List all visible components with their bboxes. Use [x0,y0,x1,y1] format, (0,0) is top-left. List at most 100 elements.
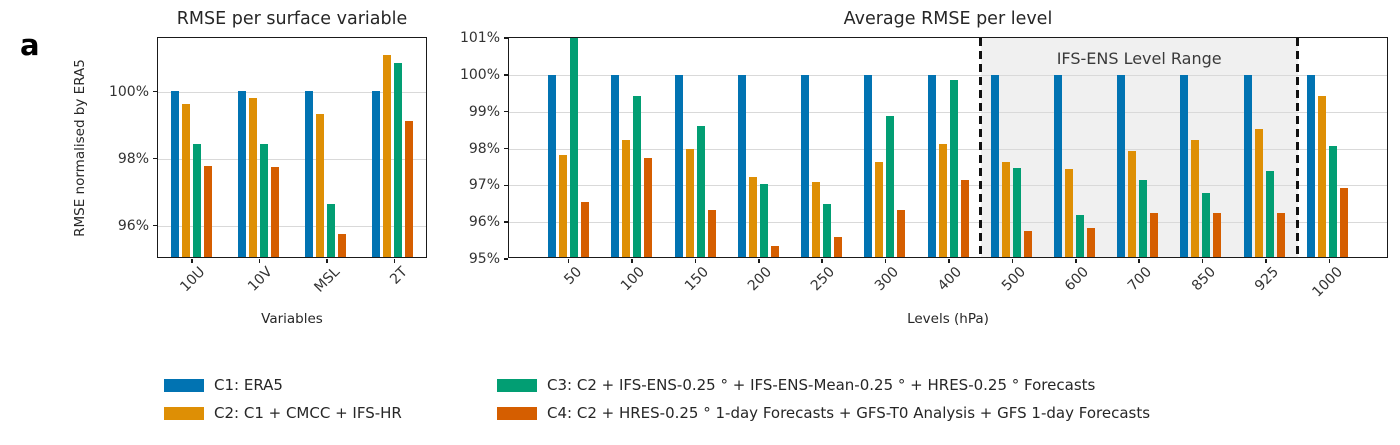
y-tick-label: 100% [459,66,500,83]
y-axis-tick [152,224,157,227]
x-axis-tick [1011,258,1014,263]
bar-c4-100 [644,158,653,257]
x-tick-label-text: 10U [176,264,209,296]
bar-c1-250 [801,74,810,257]
x-tick-label-text: 1000 [1309,264,1346,301]
x-axis-tick [1075,258,1077,263]
bar-c3-100 [633,96,642,257]
bar-group-600 [1043,38,1106,257]
gridline [509,111,1387,113]
y-axis-tick [503,258,508,260]
bar-group-MSL [292,38,359,257]
y-tick-label: 99% [468,103,500,120]
legend-swatch-c4 [497,406,537,420]
bar-c3-2T [394,62,402,257]
y-tick-label: 101% [459,30,500,46]
bar-group-850 [1169,38,1232,257]
gridline [509,74,1387,76]
bar-group-200 [727,38,790,257]
panel-label-a: a [20,28,40,62]
bar-c3-500 [1012,167,1021,257]
bar-c3-10V [260,144,268,257]
y-tick-label: 100% [108,83,149,100]
bar-c4-300 [897,209,906,257]
bar-c2-300 [875,162,884,257]
bar-c3-700 [1139,180,1148,257]
x-axis-tick [258,258,260,263]
legend-label: C4: C2 + HRES-0.25 ° 1-day Forecasts + G… [547,404,1151,422]
bar-c1-2T [372,91,380,257]
bar-c1-400 [927,74,936,257]
bar-group-50 [537,38,600,257]
legend-label: C2: C1 + CMCC + IFS-HR [214,404,402,422]
bar-c2-100 [622,140,631,257]
bar-c3-850 [1202,193,1211,257]
legend-swatch-c3 [497,378,537,392]
x-tick-label-text: MSL [311,264,344,296]
y-tick-label: 98% [117,150,149,167]
x-tick-label-text: 700 [1125,264,1156,295]
y-tick-label: 96% [117,217,149,234]
bar-c3-1000 [1328,145,1337,257]
gridline [158,225,426,227]
x-axis-tick [326,258,328,263]
bar-group-2T [359,38,426,257]
x-axis-tick [758,258,760,263]
legend-swatch-c1 [164,378,204,392]
x-axis-tick [1328,258,1331,263]
bar-c4-600 [1086,227,1095,257]
bar-c2-700 [1128,151,1137,257]
x-tick-label-text: 200 [744,264,776,295]
bar-c4-200 [770,246,779,257]
bar-group-10V [225,38,292,257]
bar-group-500 [980,38,1043,257]
bar-c3-400 [949,79,958,257]
bar-c4-150 [707,209,716,257]
gridline [158,91,426,93]
bar-c3-250 [823,204,832,257]
bar-c4-250 [834,236,843,257]
y-axis-tick [503,184,508,187]
y-axis-tick [503,110,508,113]
legend-item-c4: C4: C2 + HRES-0.25 ° 1-day Forecasts + G… [497,404,1150,422]
bar-group-1000 [1296,38,1359,257]
bar-c2-10V [249,97,257,257]
gridline [509,185,1387,187]
y-axis-tick [503,37,508,39]
bar-c2-850 [1191,140,1200,257]
gridline [509,148,1387,150]
gridline [509,222,1387,224]
bar-c3-50 [570,38,579,257]
bar-c2-500 [1001,162,1010,257]
bar-c2-MSL [316,114,324,257]
bar-c4-50 [581,202,590,257]
y-tick-label: 96% [468,214,500,231]
bar-group-700 [1106,38,1169,257]
level-chart: IFS-ENS Level Range 95% 96% 97% 98% 99% 100% 10… [460,30,1388,301]
legend-item-c3: C3: C2 + IFS-ENS-0.25 ° + IFS-ENS-Mean-0… [497,376,1095,394]
bar-c3-200 [759,184,768,257]
surface-variable-chart: 96% 98% 100% 10U 10V MSL 2T [109,37,427,296]
y-axis-tick [152,157,157,160]
bar-group-250 [790,38,853,257]
y-axis-tick [152,90,157,93]
legend-label: C3: C2 + IFS-ENS-0.25 ° + IFS-ENS-Mean-0… [547,376,1096,394]
gridline [158,158,426,160]
bar-c2-250 [812,182,821,257]
bar-c2-400 [938,143,947,257]
x-tick-label-text: 925 [1252,264,1283,295]
bar-c1-150 [674,74,683,257]
legend-label: C1: ERA5 [214,376,283,394]
bar-c4-925 [1276,213,1285,257]
x-tick-label-text: 2T [386,264,411,288]
bar-c1-100 [611,74,620,257]
x-tick-label-text: 250 [808,264,839,295]
bar-c4-2T [405,120,413,257]
bar-c4-MSL [338,233,346,257]
dashed-boundary-line [1296,38,1300,257]
bar-group-400 [916,38,979,257]
bar-group-925 [1233,38,1296,257]
bar-c3-600 [1075,215,1084,257]
bar-c1-1000 [1306,74,1315,257]
